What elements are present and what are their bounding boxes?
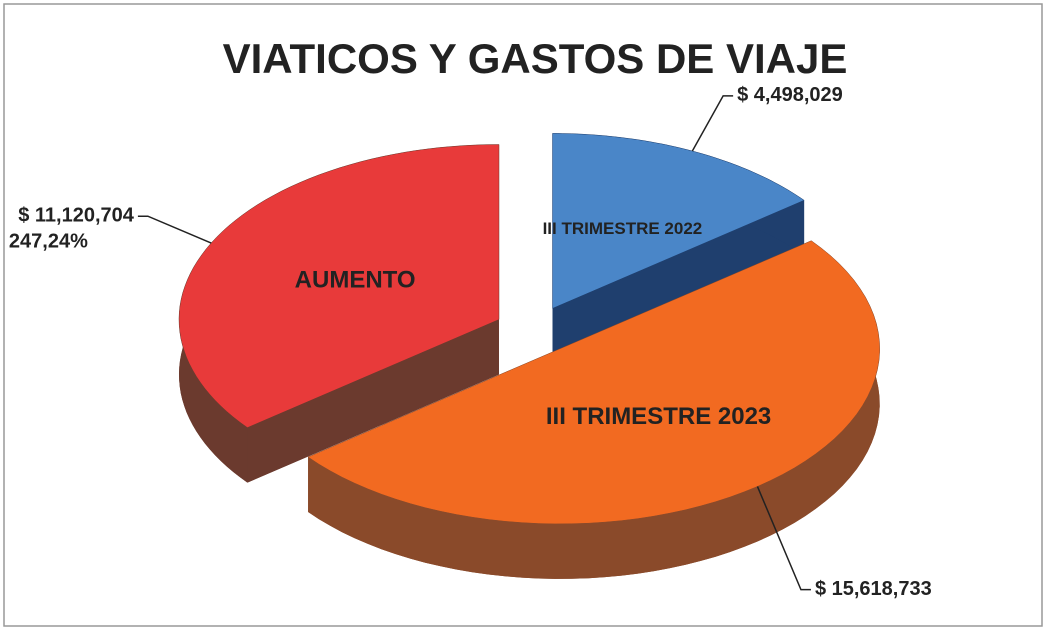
category-label: III TRIMESTRE 2023	[546, 403, 771, 430]
leader-line	[756, 486, 811, 591]
slice-wall	[552, 200, 805, 364]
annotation: 247,24%	[9, 231, 88, 253]
slice-wall	[247, 319, 499, 483]
chart-title: VIATICOS Y GASTOS DE VIAJE	[223, 35, 848, 82]
value-label: $ 15,618,733	[815, 578, 932, 600]
leader-line	[691, 95, 734, 152]
value-label: $ 4,498,029	[737, 84, 843, 106]
category-label: AUMENTO	[295, 267, 416, 294]
value-label: $ 11,120,704	[18, 205, 135, 227]
category-label: III TRIMESTRE 2022	[543, 219, 703, 238]
leader-line	[137, 215, 212, 244]
